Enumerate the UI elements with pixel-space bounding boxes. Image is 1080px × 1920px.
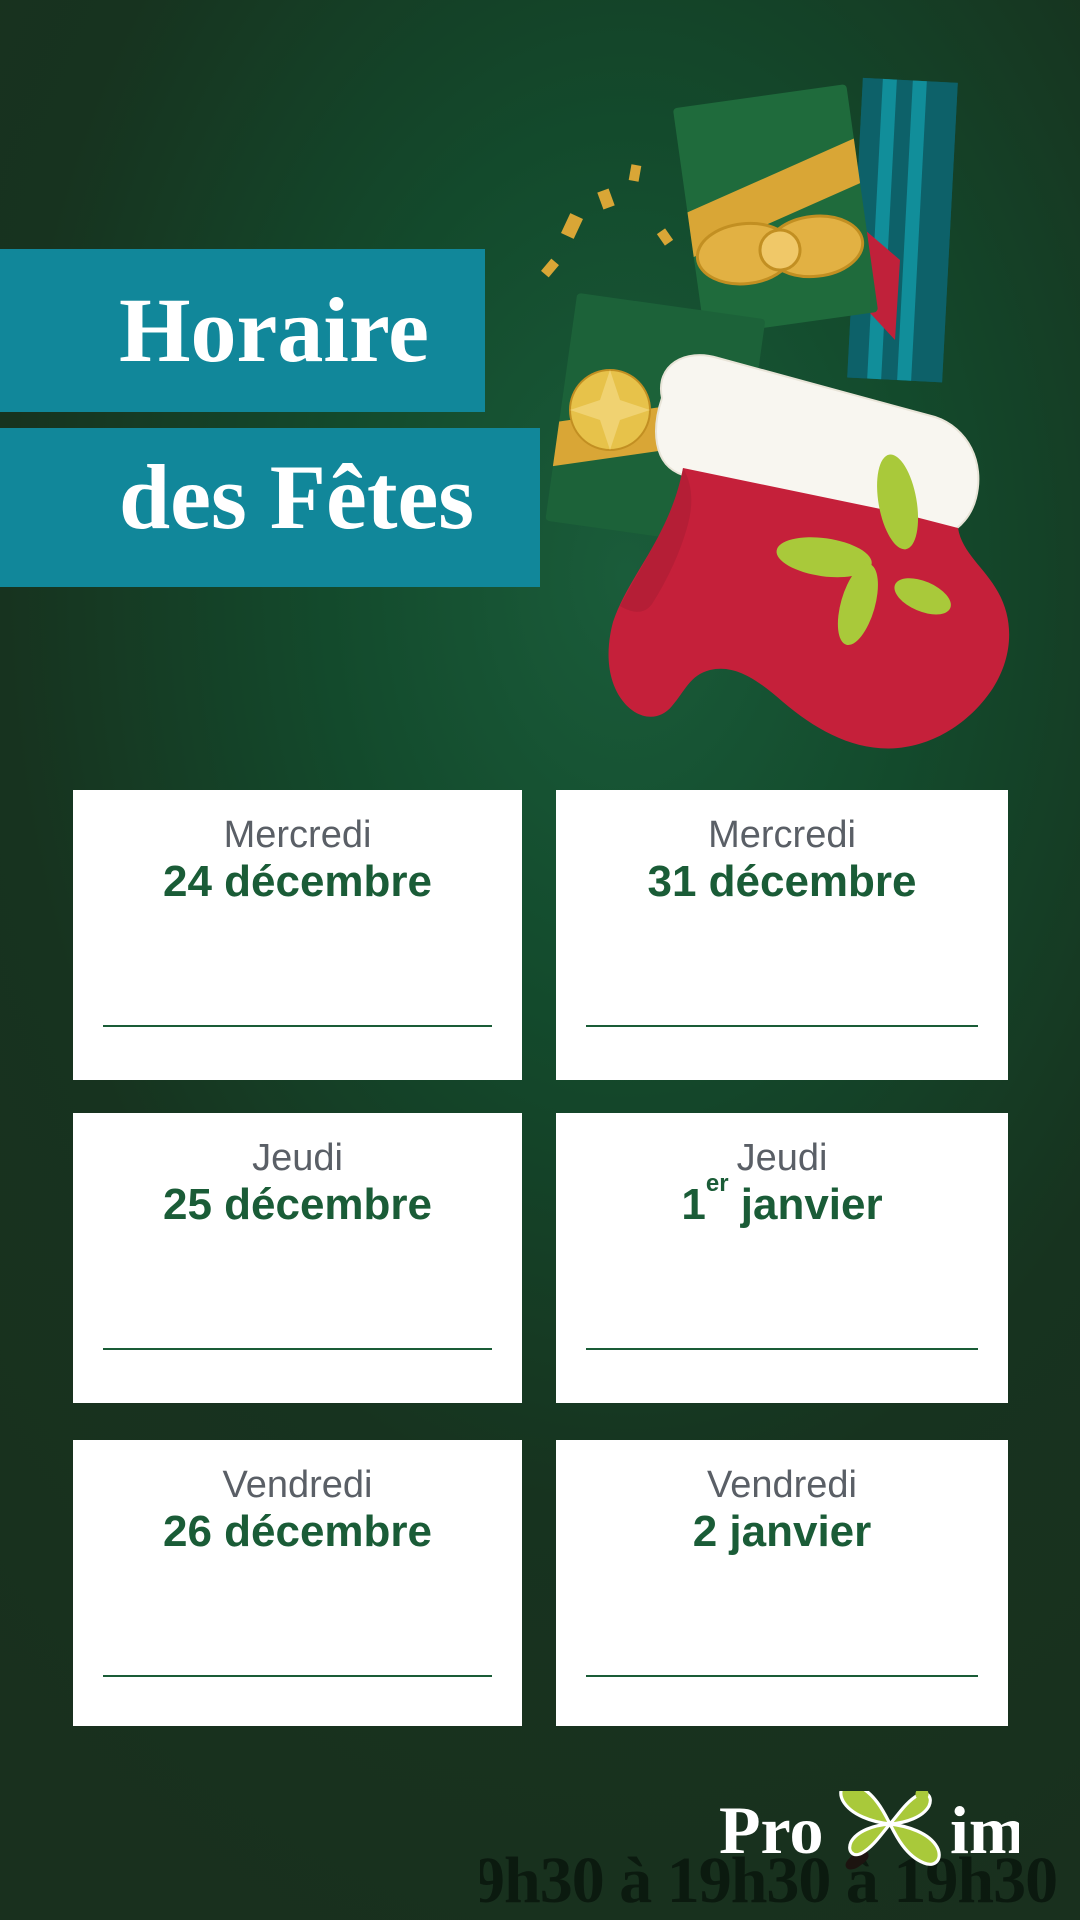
svg-text:im: im xyxy=(950,1792,1019,1868)
svg-text:Pro: Pro xyxy=(719,1792,824,1868)
